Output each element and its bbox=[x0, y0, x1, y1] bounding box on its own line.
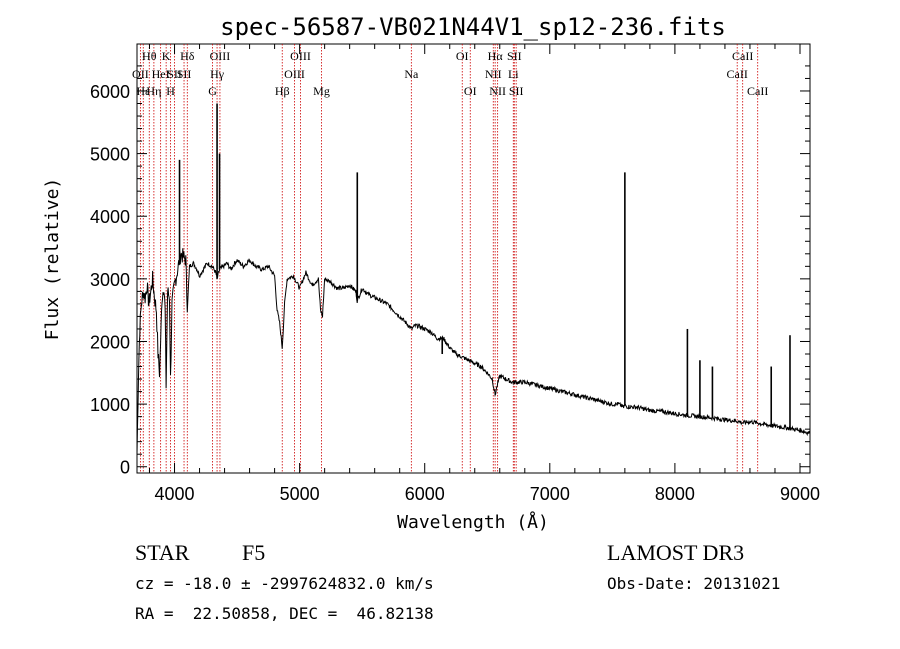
y-tick-label: 6000 bbox=[90, 82, 130, 102]
line-marker-label: Hθ bbox=[142, 49, 157, 63]
line-marker-label: Hγ bbox=[210, 67, 225, 81]
y-tick-label: 1000 bbox=[90, 395, 130, 415]
line-marker-label: SII bbox=[509, 84, 524, 98]
line-marker-label: G bbox=[208, 84, 217, 98]
x-tick-label: 7000 bbox=[530, 484, 570, 504]
chart-title: spec-56587-VB021N44V1_sp12-236.fits bbox=[220, 13, 726, 41]
line-marker-label: OII bbox=[132, 67, 149, 81]
line-marker-label: CaII bbox=[747, 84, 768, 98]
line-marker-label: Hη bbox=[146, 84, 161, 98]
line-marker-label: Hδ bbox=[180, 49, 195, 63]
redshift-readout: cz = -18.0 ± -2997624832.0 km/s bbox=[135, 574, 434, 593]
spectral-subclass: F5 bbox=[242, 540, 266, 565]
line-marker-label: OIII bbox=[284, 67, 305, 81]
x-tick-label: 8000 bbox=[655, 484, 695, 504]
y-tick-label: 0 bbox=[120, 458, 130, 478]
emission-peak-group bbox=[178, 103, 791, 429]
spectrum-chart: spec-56587-VB021N44V1_sp12-236.fits Hθ OI… bbox=[42, 13, 820, 533]
line-marker-label: K bbox=[162, 49, 171, 63]
plot-frame bbox=[136, 43, 811, 474]
x-axis-label: Wavelength (Å) bbox=[397, 511, 549, 533]
line-marker-label: SII bbox=[167, 67, 182, 81]
y-axis-label: Flux (relative) bbox=[42, 178, 63, 341]
line-marker-group bbox=[139, 44, 759, 473]
line-marker-label: Na bbox=[404, 67, 419, 81]
x-axis-ticks: 4000 5000 6000 7000 8000 9000 bbox=[149, 44, 820, 504]
y-tick-label: 3000 bbox=[90, 270, 130, 290]
spectrum-line bbox=[136, 248, 811, 455]
line-marker-label: CaII bbox=[727, 67, 748, 81]
x-tick-label: 9000 bbox=[780, 484, 820, 504]
observation-date: Obs-Date: 20131021 bbox=[607, 574, 781, 593]
line-marker-label: SII bbox=[177, 67, 192, 81]
line-marker-label: NII bbox=[489, 84, 506, 98]
line-marker-label: OIII bbox=[210, 49, 231, 63]
x-tick-label: 6000 bbox=[405, 484, 445, 504]
y-axis-ticks: 0 1000 2000 3000 4000 5000 6000 bbox=[90, 65, 810, 478]
line-marker-label: HeI bbox=[152, 67, 170, 81]
y-tick-label: 4000 bbox=[90, 207, 130, 227]
line-marker-label: Hβ bbox=[275, 84, 290, 98]
object-class: STAR bbox=[135, 540, 190, 565]
line-marker-label: OI bbox=[456, 49, 469, 63]
line-marker-label: CaII bbox=[732, 49, 753, 63]
line-marker-label: H bbox=[166, 84, 175, 98]
line-marker-label: OI bbox=[464, 84, 477, 98]
line-marker-label: Mg bbox=[313, 84, 330, 98]
line-marker-label: Li bbox=[508, 67, 519, 81]
coordinates-readout: RA = 22.50858, DEC = 46.82138 bbox=[135, 604, 434, 623]
survey-release: LAMOST DR3 bbox=[607, 540, 745, 565]
line-marker-label: Hα bbox=[488, 49, 504, 63]
x-tick-label: 5000 bbox=[280, 484, 320, 504]
line-marker-label: SII bbox=[507, 49, 522, 63]
line-marker-label: NII bbox=[485, 67, 502, 81]
x-tick-label: 4000 bbox=[155, 484, 195, 504]
y-tick-label: 5000 bbox=[90, 145, 130, 165]
line-marker-label: OIII bbox=[290, 49, 311, 63]
y-tick-label: 2000 bbox=[90, 332, 130, 352]
